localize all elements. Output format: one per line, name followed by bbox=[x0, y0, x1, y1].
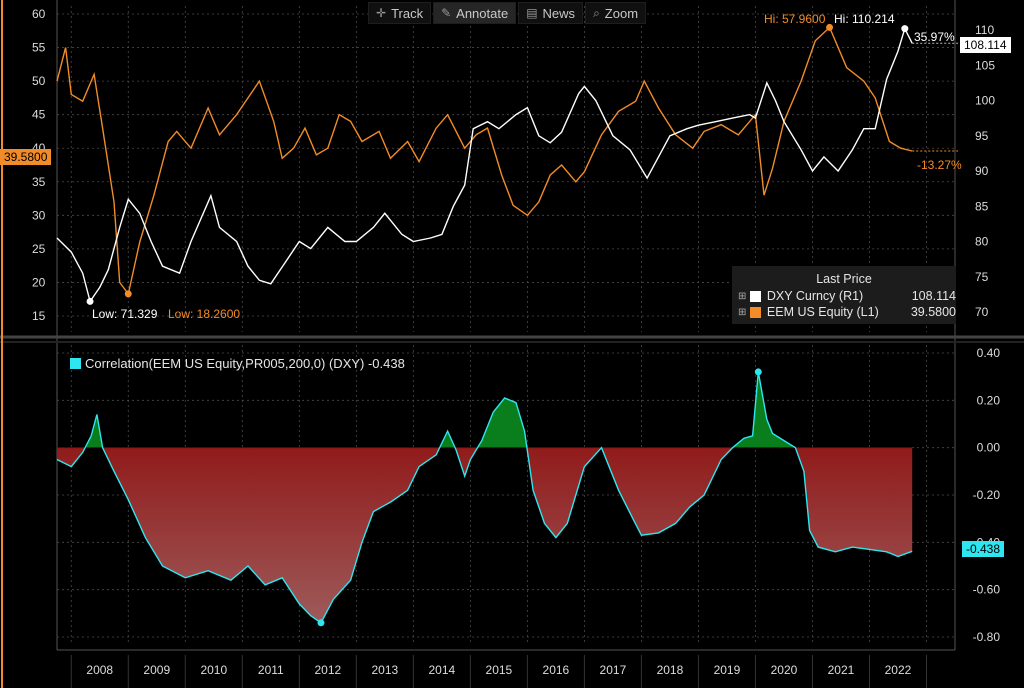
legend-row-dxy[interactable]: ⊞ DXY Curncy (R1) 108.114 bbox=[732, 288, 956, 304]
eem-high-marker bbox=[826, 23, 834, 31]
left-axis-tick: 55 bbox=[32, 41, 46, 55]
dxy-high-label: Hi: 110.214 bbox=[834, 12, 895, 26]
legend-header: Last Price bbox=[816, 272, 872, 286]
x-axis-tick: 2009 bbox=[143, 663, 170, 677]
correlation-swatch bbox=[70, 358, 81, 369]
eem-low-marker bbox=[124, 290, 132, 298]
right-axis-tick: 100 bbox=[975, 94, 995, 108]
right-axis-tick: 105 bbox=[975, 58, 995, 72]
news-label: News bbox=[542, 5, 576, 21]
right-axis-tick: 95 bbox=[975, 129, 989, 143]
x-axis-tick: 2017 bbox=[600, 663, 627, 677]
correlation-axis-tick: -0.60 bbox=[973, 583, 1001, 597]
left-axis-tick: 15 bbox=[32, 309, 46, 323]
correlation-title-text: Correlation(EEM US Equity,PR005,200,0) (… bbox=[85, 356, 405, 371]
correlation-line bbox=[56, 371, 913, 624]
x-axis-tick: 2015 bbox=[486, 663, 513, 677]
eem-high-label: Hi: 57.9600 bbox=[764, 12, 826, 26]
news-icon: ▤ bbox=[526, 6, 538, 20]
x-axis-tick: 2020 bbox=[771, 663, 798, 677]
legend-name-eem: EEM US Equity (L1) bbox=[766, 305, 879, 319]
dxy-low-marker bbox=[86, 297, 94, 305]
correlation-axis-tick: 0.00 bbox=[977, 441, 1001, 455]
correlation-axis-tick: 0.40 bbox=[977, 346, 1001, 360]
legend-value-dxy: 108.114 bbox=[911, 289, 956, 303]
eem-series-line bbox=[56, 26, 913, 296]
correlation-last-tag: -0.438 bbox=[962, 541, 1005, 557]
legend-swatch-dxy bbox=[749, 290, 761, 302]
x-axis-tick: 2018 bbox=[657, 663, 684, 677]
left-axis-tick: 25 bbox=[32, 242, 46, 256]
legend-value-eem: 39.5800 bbox=[910, 305, 956, 319]
x-axis-tick: 2012 bbox=[314, 663, 341, 677]
x-axis-tick: 2016 bbox=[543, 663, 570, 677]
track-button[interactable]: ✛ Track bbox=[368, 2, 432, 24]
right-axis-tick: 85 bbox=[975, 199, 989, 213]
x-axis-tick: 2008 bbox=[86, 663, 113, 677]
left-axis-tick: 20 bbox=[32, 275, 46, 289]
news-button[interactable]: ▤ News bbox=[518, 2, 584, 24]
x-axis-tick: 2014 bbox=[429, 663, 456, 677]
x-axis-tick: 2021 bbox=[828, 663, 855, 677]
extreme-markers bbox=[86, 23, 958, 627]
legend-name-dxy: DXY Curncy (R1) bbox=[766, 289, 864, 303]
eem-change-label: -13.27% bbox=[917, 158, 962, 172]
x-axis-tick: 2022 bbox=[885, 663, 912, 677]
pencil-icon: ✎ bbox=[441, 6, 452, 20]
expand-icon[interactable]: ⊞ bbox=[738, 306, 747, 318]
price-series-lines bbox=[56, 26, 913, 304]
correlation-axis-tick: 0.20 bbox=[977, 393, 1001, 407]
expand-icon[interactable]: ⊞ bbox=[738, 290, 747, 302]
zoom-label: Zoom bbox=[604, 5, 639, 21]
correlation-area bbox=[56, 371, 913, 624]
x-axis-tick: 2011 bbox=[258, 663, 284, 677]
correlation-axis-tick: -0.20 bbox=[973, 488, 1001, 502]
x-axis-tick: 2010 bbox=[200, 663, 227, 677]
eem-low-label: Low: 18.2600 bbox=[168, 307, 241, 321]
dxy-change-label: 35.97% bbox=[914, 30, 955, 44]
left-axis-tick: 30 bbox=[32, 208, 46, 222]
axis-tick-labels: 1520253035404550556070758085909510010511… bbox=[32, 7, 1000, 688]
correlation-low-marker bbox=[317, 619, 325, 627]
right-axis-tick: 75 bbox=[975, 270, 989, 284]
annotate-label: Annotate bbox=[456, 5, 509, 21]
crosshair-icon: ✛ bbox=[376, 6, 387, 20]
chart-toolbar: ✛ Track ✎ Annotate ▤ News ⌕ Zoom bbox=[368, 2, 647, 24]
left-axis-tick: 45 bbox=[32, 108, 46, 122]
dxy-low-label: Low: 71.329 bbox=[92, 307, 158, 321]
right-last-price-tag: 108.114 bbox=[960, 37, 1011, 53]
left-axis-tick: 50 bbox=[32, 74, 46, 88]
x-axis-tick: 2013 bbox=[371, 663, 398, 677]
legend-box: Last Price ⊞ DXY Curncy (R1) 108.114 ⊞ E… bbox=[732, 266, 956, 324]
right-axis-tick: 80 bbox=[975, 235, 989, 249]
x-axis-tick: 2019 bbox=[714, 663, 741, 677]
dxy-high-marker bbox=[901, 25, 909, 33]
legend-swatch-eem bbox=[749, 306, 761, 318]
left-axis-tick: 60 bbox=[32, 7, 46, 21]
correlation-title: Correlation(EEM US Equity,PR005,200,0) (… bbox=[70, 356, 405, 371]
right-axis-tick: 70 bbox=[975, 305, 989, 319]
correlation-axis-tick: -0.80 bbox=[973, 630, 1001, 644]
legend-row-eem[interactable]: ⊞ EEM US Equity (L1) 39.5800 bbox=[732, 304, 956, 320]
right-axis-tick: 90 bbox=[975, 164, 989, 178]
correlation-high-marker bbox=[754, 368, 762, 376]
zoom-button[interactable]: ⌕ Zoom bbox=[585, 2, 647, 24]
right-axis-tick: 110 bbox=[975, 23, 994, 37]
dxy-series-line bbox=[56, 26, 913, 304]
track-label: Track bbox=[391, 5, 424, 21]
left-axis-tick: 35 bbox=[32, 175, 46, 189]
correlation-negative-fill bbox=[57, 447, 913, 623]
annotate-button[interactable]: ✎ Annotate bbox=[433, 2, 517, 24]
magnifier-icon: ⌕ bbox=[593, 5, 600, 20]
left-last-price-tag: 39.5800 bbox=[0, 149, 52, 165]
